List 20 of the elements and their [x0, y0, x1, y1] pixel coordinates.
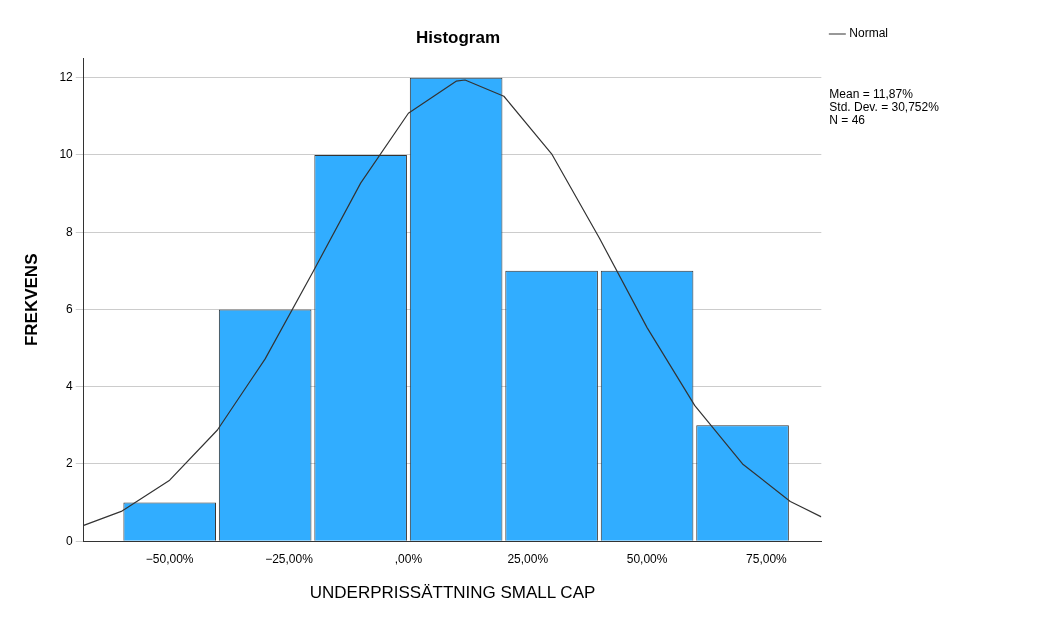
- y-tick-label: 6: [66, 301, 74, 316]
- y-tick-label: 0: [66, 533, 74, 548]
- x-axis-title: UNDERPRISSÄTTNING SMALL CAP: [309, 583, 596, 603]
- y-tick-label: 10: [59, 147, 74, 162]
- x-tick-label: −25,00%: [265, 551, 314, 566]
- y-axis-title: FREKVENS: [21, 253, 41, 347]
- text: Std. Dev. = 30,752%: [829, 99, 940, 114]
- y-tick-label: 12: [59, 70, 74, 85]
- y-tick-label: 8: [66, 224, 74, 239]
- legend-label: Normal: [849, 26, 888, 41]
- text: N = 46: [829, 112, 866, 127]
- y-tick-label: 4: [66, 379, 74, 394]
- x-tick-label: 50,00%: [626, 551, 668, 566]
- text: Mean = 11,87%: [829, 86, 914, 101]
- chart-title: Histogram: [415, 27, 501, 47]
- x-tick-label: 25,00%: [507, 551, 549, 566]
- y-tick-label: 2: [66, 456, 74, 471]
- x-tick-label: −50,00%: [145, 551, 194, 566]
- x-tick-label: ,00%: [394, 551, 423, 566]
- x-tick-label: 75,00%: [746, 551, 788, 566]
